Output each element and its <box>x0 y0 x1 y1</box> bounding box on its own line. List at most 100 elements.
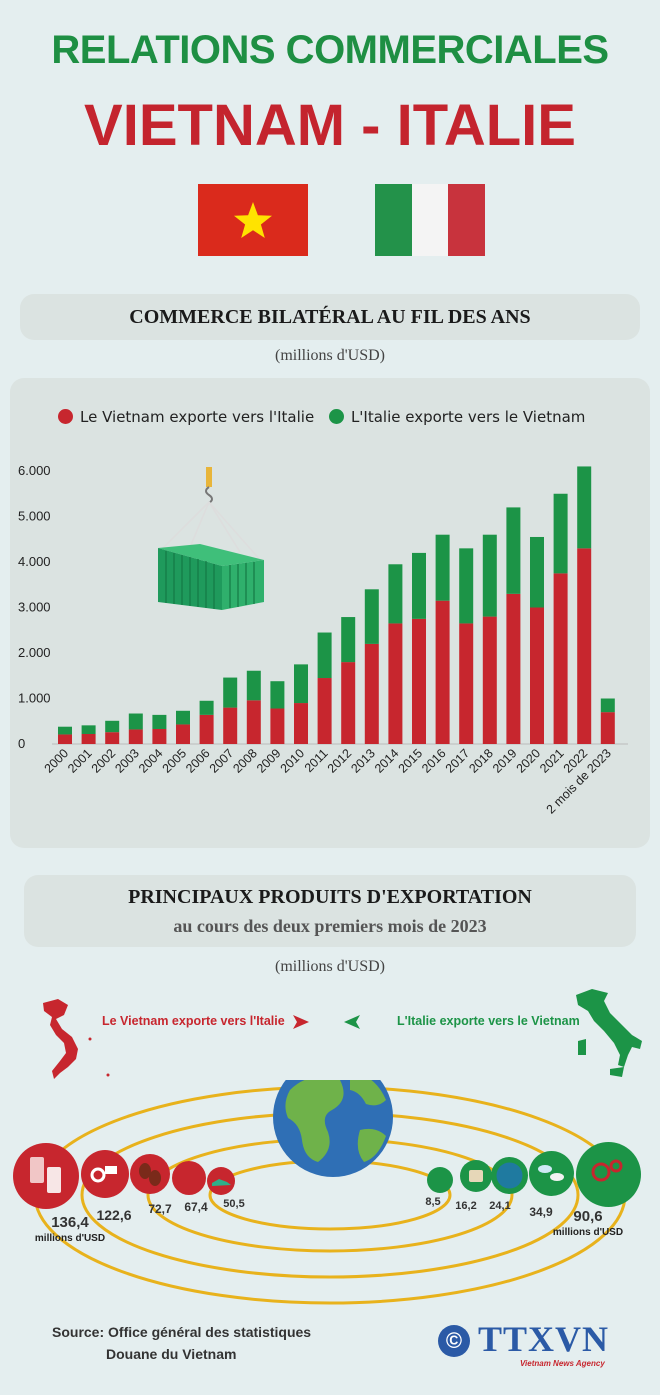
section2-header: PRINCIPAUX PRODUITS D'EXPORTATION au cou… <box>24 875 636 947</box>
bar-it-export <box>577 466 592 549</box>
x-tick-label: 2013 <box>348 746 378 776</box>
bar-it-export <box>412 552 426 619</box>
bar-it-export <box>459 548 474 624</box>
bar-vn-export <box>58 734 72 744</box>
bar-it-export <box>388 564 403 624</box>
bar-vn-export <box>364 643 379 744</box>
it-export-label: L'Italie exporte vers le Vietnam <box>397 1014 580 1028</box>
x-tick-label: 2006 <box>183 746 213 776</box>
bar-it-export <box>482 534 497 617</box>
bar-vn-export <box>388 623 403 744</box>
value-it-3: 34,9 <box>529 1205 553 1219</box>
bar-it-export <box>530 536 544 608</box>
bar-vn-export <box>105 732 120 744</box>
legend-dot-green <box>328 409 344 424</box>
arrow-right-icon <box>293 1015 309 1029</box>
section1-unit: (millions d'USD) <box>275 347 385 364</box>
bar-vn-export <box>435 600 450 744</box>
bar-it-export <box>435 534 450 601</box>
bar-it-export <box>199 700 214 715</box>
bar-it-export <box>128 713 143 730</box>
bar-vn-export <box>317 678 332 744</box>
x-tick-label: 2018 <box>466 746 496 776</box>
value-vn-0: 136,4 <box>51 1214 89 1231</box>
globe-icon <box>273 1080 393 1177</box>
bar-it-export <box>341 617 356 663</box>
section2-title: PRINCIPAUX PRODUITS D'EXPORTATION <box>128 886 532 908</box>
container-illustration <box>158 467 264 610</box>
x-tick-label: 2010 <box>278 746 308 776</box>
bubble-vn-machinery <box>81 1150 129 1198</box>
x-tick-label: 2009 <box>254 746 284 776</box>
source-line1: Source: Office général des statistiques <box>52 1324 312 1340</box>
bubble-it-device <box>427 1167 453 1193</box>
x-tick-label: 2005 <box>160 746 190 776</box>
x-tick-label: 2008 <box>230 746 260 776</box>
vn-export-label: Le Vietnam exporte vers l'Italie <box>102 1014 285 1028</box>
value-it-2: 24,1 <box>489 1200 511 1212</box>
bar-vn-export <box>412 618 426 744</box>
chart-legend: Le Vietnam exporte vers l'Italie L'Itali… <box>58 408 618 426</box>
bar-chart: 0 1.000 2.000 3.000 4.000 5.000 6.000 20002001… <box>18 463 628 817</box>
bar-vn-export <box>176 724 190 744</box>
value-vn-3: 67,4 <box>184 1200 208 1214</box>
bubble-it-pharma <box>529 1151 574 1196</box>
x-tick-label: 2021 <box>537 746 567 776</box>
bar-it-export <box>506 507 521 594</box>
coffee-icon <box>139 1163 161 1186</box>
x-tick-label: 2012 <box>325 746 355 776</box>
section2-unit: (millions d'USD) <box>275 958 385 975</box>
x-tick-label: 2014 <box>372 746 402 776</box>
unit-it: millions d'USD <box>552 1227 624 1238</box>
bar-vn-export <box>199 714 214 744</box>
bar-it-export <box>223 677 238 708</box>
bar-vn-export <box>341 662 356 744</box>
bar-vn-export <box>152 728 167 744</box>
bar-it-export <box>270 681 285 709</box>
bubble-it-product <box>491 1157 528 1194</box>
value-it-1: 16,2 <box>455 1200 477 1212</box>
bar-it-export <box>58 726 72 735</box>
bar-it-export <box>364 589 379 644</box>
bar-it-export <box>317 632 332 679</box>
legend-label-vn: Le Vietnam exporte vers l'Italie <box>80 408 315 426</box>
copyright-icon: © <box>438 1325 470 1357</box>
unit-vn: millions d'USD <box>34 1233 106 1244</box>
legend-item-it: L'Italie exporte vers le Vietnam <box>328 408 585 426</box>
textile-icon <box>469 1170 483 1182</box>
bar-vn-export <box>459 623 474 744</box>
y-axis: 0 1.000 2.000 3.000 4.000 5.000 6.000 <box>18 463 628 751</box>
x-tick-label: 2019 <box>490 746 520 776</box>
value-vn-4: 50,5 <box>223 1198 245 1210</box>
bar-it-export <box>152 714 167 729</box>
bar-vn-export <box>270 708 285 744</box>
x-tick-label: 2001 <box>65 746 95 776</box>
x-tick-label: 2011 <box>302 746 331 775</box>
source-line2: Douane du Vietnam <box>106 1346 237 1362</box>
bar-it-export <box>294 664 308 704</box>
x-tick-label: 2004 <box>136 746 166 776</box>
machinery-icon <box>591 1159 623 1182</box>
y-tick-label: 6.000 <box>18 463 51 478</box>
bar-it-export <box>105 720 120 733</box>
section1-header: COMMERCE BILATÉRAL AU FIL DES ANS <box>20 294 640 340</box>
x-tick-label: 2020 <box>514 746 544 776</box>
main-title-line2: VIETNAM - ITALIE <box>84 93 576 158</box>
agency-name: Vietnam News Agency <box>520 1359 605 1368</box>
bar-it-export <box>176 710 190 725</box>
pharma-icon <box>538 1165 564 1181</box>
y-tick-label: 0 <box>18 736 25 751</box>
phone-icon <box>30 1157 61 1193</box>
italy-flag <box>375 184 486 256</box>
bubble-vn-phones <box>13 1143 79 1209</box>
x-tick-label: 2015 <box>396 746 426 776</box>
bar-vn-export <box>600 712 615 744</box>
bar-vn-export <box>128 729 143 744</box>
bar-vn-export <box>506 593 521 744</box>
machinery-icon <box>90 1166 117 1183</box>
bar-vn-export <box>246 700 261 744</box>
y-tick-label: 1.000 <box>18 691 51 706</box>
x-tick-label: 2007 <box>207 746 237 776</box>
y-tick-label: 4.000 <box>18 554 51 569</box>
y-tick-label: 2.000 <box>18 645 51 660</box>
